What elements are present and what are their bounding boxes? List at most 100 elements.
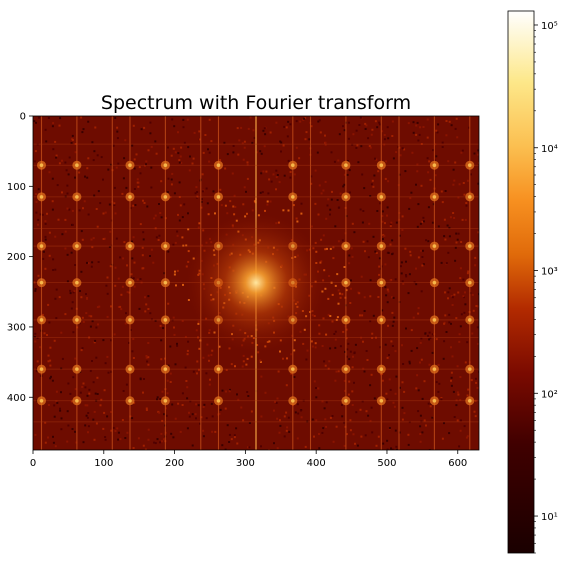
speckle-pixel: [43, 332, 46, 335]
speckle-pixel: [419, 341, 422, 344]
speckle-pixel: [61, 191, 63, 194]
peak-spot-core: [432, 318, 437, 322]
speckle-pixel: [207, 213, 210, 216]
speckle-pixel: [303, 117, 306, 120]
speckle-pixel: [66, 440, 69, 443]
speckle-pixel: [419, 433, 422, 435]
speckle-pixel: [395, 221, 398, 224]
peak-spot-core: [128, 280, 132, 285]
speckle-pixel: [147, 149, 150, 152]
speckle-pixel: [147, 428, 150, 431]
speckle-pixel: [250, 410, 253, 413]
speckle-pixel: [181, 320, 184, 322]
speckle-pixel: [71, 138, 74, 141]
speckle-pixel: [322, 317, 325, 320]
speckle-pixel: [34, 332, 37, 335]
speckle-pixel: [443, 340, 446, 343]
speckle-pixel: [420, 290, 423, 293]
speckle-pixel: [90, 315, 93, 318]
speckle-pixel: [386, 206, 389, 209]
speckle-pixel: [262, 129, 265, 132]
speckle-pixel: [174, 241, 177, 244]
speckle-pixel: [381, 309, 384, 312]
speckle-pixel: [225, 369, 228, 371]
speckle-pixel: [472, 309, 475, 312]
speckle-pixel: [51, 177, 54, 180]
speckle-pixel: [448, 226, 451, 229]
speckle-pixel: [176, 230, 179, 233]
speckle-pixel: [321, 431, 324, 434]
speckle-pixel: [64, 161, 67, 164]
speckle-pixel: [88, 388, 91, 391]
speckle-pixel: [393, 405, 396, 408]
speckle-pixel: [61, 233, 64, 236]
speckle-pixel: [290, 372, 293, 375]
speckle-pixel: [82, 320, 85, 323]
speckle-pixel: [337, 302, 340, 305]
speckle-pixel: [403, 148, 406, 151]
speckle-pixel: [300, 416, 303, 419]
speckle-pixel: [263, 145, 266, 148]
speckle-pixel: [426, 136, 429, 139]
speckle-pixel: [477, 153, 479, 156]
speckle-pixel: [134, 204, 137, 206]
speckle-pixel: [409, 254, 412, 257]
speckle-pixel: [179, 155, 182, 158]
speckle-pixel: [133, 401, 136, 404]
speckle-pixel: [346, 348, 349, 351]
speckle-pixel: [106, 315, 109, 318]
speckle-pixel: [421, 256, 424, 258]
speckle-pixel: [88, 314, 91, 317]
speckle-pixel: [416, 121, 419, 124]
speckle-pixel: [401, 381, 404, 384]
speckle-pixel: [195, 196, 198, 199]
heatmap-vertical-lines: [40, 116, 471, 450]
speckle-pixel: [476, 305, 479, 308]
speckle-pixel: [188, 411, 190, 414]
speckle-pixel: [293, 173, 296, 176]
speckle-pixel: [187, 250, 190, 253]
speckle-pixel: [36, 336, 39, 339]
peak-spot-core: [75, 367, 79, 371]
speckle-pixel: [99, 404, 102, 407]
speckle-pixel: [315, 419, 318, 422]
speckle-pixel: [343, 444, 346, 447]
speckle-pixel: [369, 295, 372, 298]
speckle-pixel: [228, 390, 231, 393]
speckle-pixel: [457, 393, 460, 396]
speckle-pixel: [372, 314, 375, 317]
speckle-pixel: [119, 438, 122, 441]
speckle-pixel: [35, 200, 38, 203]
speckle-pixel: [202, 406, 205, 408]
speckle-pixel: [296, 437, 299, 440]
speckle-pixel: [465, 436, 468, 439]
speckle-pixel: [420, 184, 423, 187]
speckle-pixel: [456, 391, 459, 394]
speckle-pixel: [129, 329, 132, 331]
speckle-pixel: [131, 144, 134, 147]
speckle-pixel: [84, 404, 87, 407]
speckle-pixel: [106, 355, 109, 358]
speckle-pixel: [405, 274, 407, 276]
x-tick-label: 100: [94, 458, 113, 469]
speckle-pixel: [386, 126, 389, 129]
speckle-pixel: [452, 390, 455, 393]
speckle-pixel: [474, 264, 477, 267]
speckle-pixel: [185, 265, 188, 268]
speckle-pixel: [144, 296, 146, 299]
peak-spot-core: [163, 318, 168, 322]
speckle-pixel: [466, 435, 469, 438]
speckle-pixel: [456, 365, 459, 368]
speckle-pixel: [249, 116, 252, 119]
speckle-pixel: [97, 323, 99, 326]
speckle-pixel: [174, 363, 177, 366]
peak-spot-core: [39, 280, 44, 285]
speckle-pixel: [139, 223, 142, 226]
speckle-pixel: [283, 415, 286, 418]
speckle-pixel: [114, 266, 117, 269]
speckle-pixel: [405, 260, 407, 263]
speckle-pixel: [474, 415, 477, 418]
speckle-pixel: [178, 159, 181, 162]
speckle-pixel: [169, 381, 172, 383]
speckle-pixel: [328, 360, 331, 363]
